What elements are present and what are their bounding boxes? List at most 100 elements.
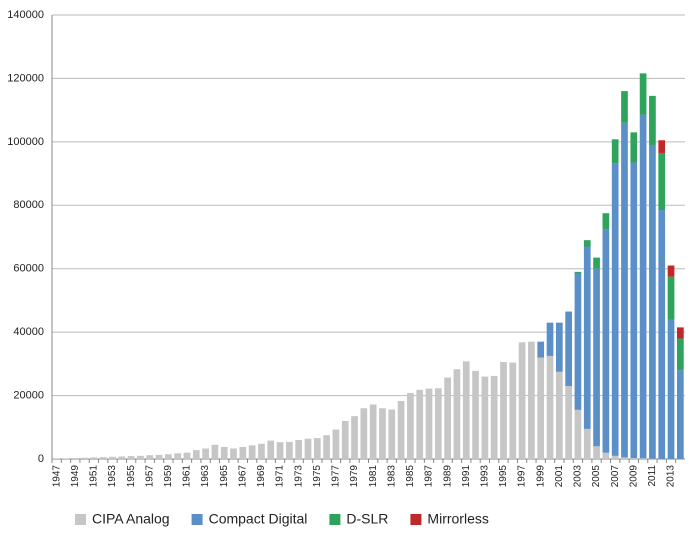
bar-segment xyxy=(575,273,582,409)
bar-segment xyxy=(100,457,107,459)
bar-segment xyxy=(137,456,144,459)
bar-segment xyxy=(491,376,498,459)
x-tick-label: 1961 xyxy=(182,465,193,488)
bar-segment xyxy=(388,410,395,459)
bar-segment xyxy=(658,210,665,459)
y-tick-label: 20000 xyxy=(13,389,44,401)
bar-segment xyxy=(556,323,563,372)
bar-segment xyxy=(658,153,665,210)
bar-segment xyxy=(444,377,451,459)
bar-segment xyxy=(528,342,535,459)
x-tick-label: 1965 xyxy=(219,465,230,488)
x-tick-label: 1963 xyxy=(200,465,211,488)
bar-segment xyxy=(575,272,582,274)
x-tick-label: 1947 xyxy=(51,465,62,488)
bar-segment xyxy=(668,277,675,320)
x-tick-label: 2013 xyxy=(666,465,677,488)
bar-segment xyxy=(128,456,135,459)
bar-segment xyxy=(118,456,125,459)
bar-segment xyxy=(314,438,321,459)
bar-segment xyxy=(379,408,386,459)
x-tick-label: 1973 xyxy=(293,465,304,488)
bar-segment xyxy=(277,442,284,459)
x-tick-label: 1975 xyxy=(312,465,323,488)
bar-segment xyxy=(174,453,181,459)
y-tick-label: 0 xyxy=(38,453,44,465)
bar-segment xyxy=(323,435,330,459)
bar-segment xyxy=(454,369,461,459)
y-tick-label: 100000 xyxy=(7,136,44,148)
bar-segment xyxy=(230,449,237,459)
bar-segment xyxy=(109,457,116,459)
bar-segment xyxy=(193,450,200,459)
bar-segment xyxy=(267,441,274,459)
x-tick-label: 2003 xyxy=(573,465,584,488)
legend-swatch xyxy=(75,514,86,525)
bar-segment xyxy=(435,388,442,459)
bar-segment xyxy=(668,266,675,277)
bar-segment xyxy=(202,449,209,459)
x-tick-label: 1999 xyxy=(535,465,546,488)
bar-segment xyxy=(640,115,647,459)
bar-segment xyxy=(630,132,637,162)
bar-segment xyxy=(351,416,358,459)
y-tick-label: 60000 xyxy=(13,263,44,275)
legend-label: Compact Digital xyxy=(209,511,308,527)
bar-segment xyxy=(575,410,582,459)
bar-segment xyxy=(677,338,684,370)
bar-segment xyxy=(472,371,479,459)
x-tick-label: 1991 xyxy=(461,465,472,488)
bar-segment xyxy=(612,163,619,456)
bar-segment xyxy=(640,73,647,114)
x-tick-label: 2001 xyxy=(554,465,565,488)
bar-segment xyxy=(212,445,219,459)
bar-segment xyxy=(184,453,191,459)
bar-segment xyxy=(286,442,293,459)
bar-segment xyxy=(165,454,172,459)
x-tick-label: 1969 xyxy=(256,465,267,488)
legend-swatch xyxy=(329,514,340,525)
bar-segment xyxy=(519,342,526,459)
x-tick-label: 1993 xyxy=(480,465,491,488)
bar-segment xyxy=(258,444,265,459)
x-tick-label: 2007 xyxy=(610,465,621,488)
bar-segment xyxy=(640,458,647,459)
x-tick-label: 1981 xyxy=(368,465,379,488)
bar-segment xyxy=(72,458,79,459)
bar-segment xyxy=(603,229,610,453)
y-tick-label: 140000 xyxy=(7,9,44,21)
x-tick-label: 1989 xyxy=(442,465,453,488)
bar-segment xyxy=(509,363,516,459)
x-tick-label: 1987 xyxy=(424,465,435,488)
x-tick-label: 1985 xyxy=(405,465,416,488)
bar-segment xyxy=(547,323,554,356)
bar-segment xyxy=(360,408,367,459)
legend-label: Mirrorless xyxy=(427,511,488,527)
bar-segment xyxy=(621,123,628,458)
x-tick-label: 2011 xyxy=(647,465,658,487)
bar-segment xyxy=(630,162,637,458)
bar-segment xyxy=(239,447,246,459)
legend-swatch xyxy=(192,514,203,525)
bar-segment xyxy=(342,421,349,459)
x-tick-label: 2005 xyxy=(591,465,602,488)
bar-segment xyxy=(677,370,684,459)
legend-swatch xyxy=(410,514,421,525)
bar-segment xyxy=(621,91,628,123)
x-tick-label: 1983 xyxy=(386,465,397,488)
bar-segment xyxy=(295,440,302,459)
bar-segment xyxy=(565,386,572,459)
bar-segment xyxy=(426,389,433,459)
bar-segment xyxy=(547,356,554,459)
x-tick-label: 1977 xyxy=(331,465,342,488)
bar-segment xyxy=(537,358,544,459)
legend-label: D-SLR xyxy=(346,511,388,527)
bar-segment xyxy=(612,139,619,163)
y-tick-label: 80000 xyxy=(13,199,44,211)
bar-segment xyxy=(649,96,656,145)
x-tick-label: 1967 xyxy=(237,465,248,488)
bar-segment xyxy=(593,258,600,269)
bar-segment xyxy=(482,377,489,459)
bar-segment xyxy=(500,362,507,459)
